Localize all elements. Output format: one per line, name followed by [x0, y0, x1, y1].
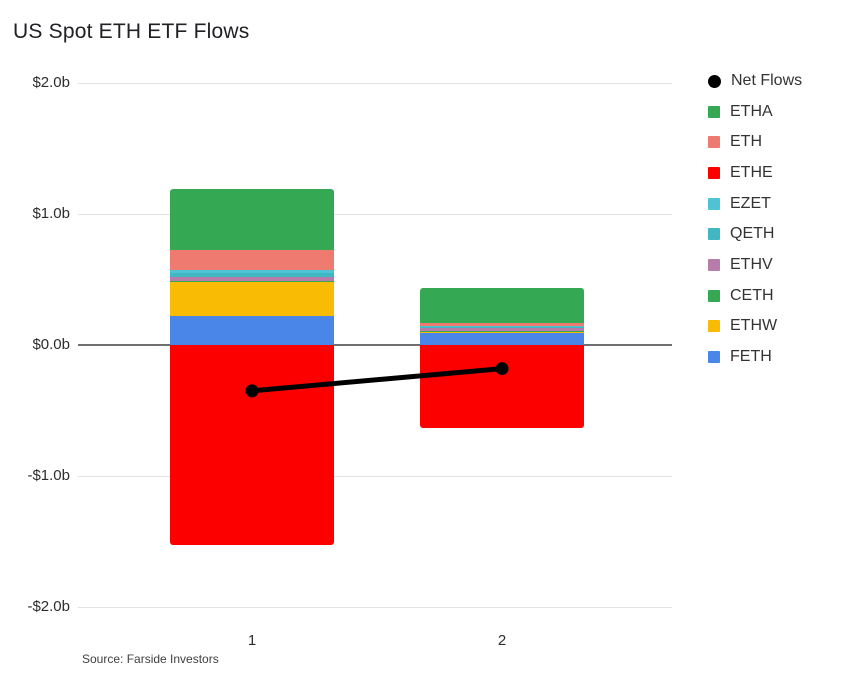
bar-segment-FETH-cat1[interactable]	[170, 316, 334, 345]
bar-segment-ETHW-cat2[interactable]	[420, 331, 584, 334]
net-flows-point-cat1[interactable]	[245, 384, 259, 398]
legend-item-label: FETH	[730, 348, 772, 366]
legend-item-label: ETHW	[730, 317, 778, 335]
legend-item-label: Net Flows	[731, 72, 803, 89]
legend-item-ethw[interactable]: ETHW	[708, 311, 777, 341]
bar-segment-QETH-cat1[interactable]	[170, 273, 334, 277]
legend-swatch-icon	[708, 351, 720, 364]
legend-swatch-icon	[708, 105, 720, 118]
legend-swatch-icon	[708, 136, 720, 149]
bar-segment-ETH-cat1[interactable]	[170, 250, 334, 270]
x-axis-tick-label: 1	[247, 632, 257, 649]
bar-segment-ETHE-cat2[interactable]	[420, 345, 584, 428]
chart-title: US Spot ETH ETF Flows	[13, 20, 250, 43]
legend-swatch-icon	[708, 228, 720, 241]
bar-segment-ETHV-cat1[interactable]	[170, 277, 334, 282]
legend-item-label: ETH	[730, 133, 762, 151]
legend-swatch-icon	[708, 289, 720, 302]
bar-segment-ETHW-cat1[interactable]	[170, 282, 334, 317]
bar-segment-EZET-cat2[interactable]	[420, 326, 584, 328]
bar-segment-ETHA-cat1[interactable]	[170, 188, 334, 251]
y-axis-tick-label: $1.0b	[32, 205, 70, 222]
gridline	[78, 214, 672, 215]
legend-item-ezet[interactable]: EZET	[708, 189, 771, 219]
bar-segment-ETH-cat2[interactable]	[420, 323, 584, 327]
net-flows-point-cat2[interactable]	[495, 362, 509, 376]
y-axis-tick-label: -$1.0b	[27, 467, 70, 484]
gridline	[78, 476, 672, 477]
legend-item-etha[interactable]: ETHA	[708, 97, 773, 127]
legend-item-ceth[interactable]: CETH	[708, 281, 774, 311]
bar-segment-FETH-cat2[interactable]	[420, 333, 584, 345]
bar-segment-ETHE-cat1[interactable]	[170, 345, 334, 546]
bar-segment-CETH-cat2[interactable]	[420, 330, 584, 332]
y-axis-tick-label: -$2.0b	[27, 598, 70, 615]
legend-swatch-icon	[708, 320, 720, 333]
legend-item-eth[interactable]: ETH	[708, 127, 762, 157]
legend-item-feth[interactable]: FETH	[708, 342, 772, 372]
legend-swatch-icon	[708, 259, 720, 272]
y-axis-tick-label: $0.0b	[32, 336, 70, 353]
bar-segment-ETHA-cat2[interactable]	[420, 287, 584, 324]
bar-segment-ETHV-cat2[interactable]	[420, 328, 584, 331]
legend-item-label: EZET	[730, 194, 771, 212]
legend-item-label: ETHA	[730, 102, 773, 120]
legend-item-label: QETH	[730, 225, 775, 243]
legend-item-label: ETHV	[730, 256, 773, 274]
gridline	[78, 607, 672, 608]
y-axis-tick-label: $2.0b	[32, 74, 70, 91]
legend-item-ethe[interactable]: ETHE	[708, 158, 773, 188]
bar-segment-QETH-cat2[interactable]	[420, 327, 584, 329]
x-axis-tick-label: 2	[497, 632, 507, 649]
source-note: Source: Farside Investors	[82, 652, 219, 666]
bar-segment-EZET-cat1[interactable]	[170, 269, 334, 274]
zero-axis-line	[78, 344, 672, 346]
legend-item-label: CETH	[730, 286, 774, 304]
gridline	[78, 83, 672, 84]
legend-swatch-icon	[708, 167, 720, 179]
legend-item-qeth[interactable]: QETH	[708, 219, 774, 249]
legend-item-label: ETHE	[730, 164, 773, 181]
bar-segment-CETH-cat1[interactable]	[170, 281, 334, 283]
legend-item-ethv[interactable]: ETHV	[708, 250, 773, 280]
legend-dot-icon	[708, 74, 721, 88]
legend-item-net-flows[interactable]: Net Flows	[708, 66, 802, 96]
legend-swatch-icon	[708, 197, 720, 210]
